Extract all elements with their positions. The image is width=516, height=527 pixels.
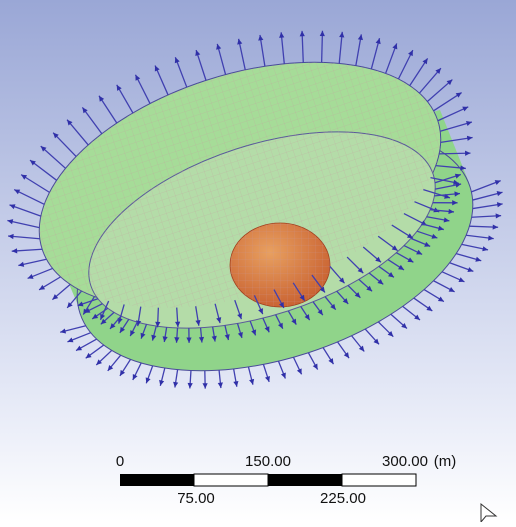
scale-label: 75.00 [177,490,215,507]
scale-label: 0 [116,453,124,470]
scale-segment [120,474,194,486]
scale-segment [194,474,268,486]
scale-label: 300.00 [382,453,428,470]
scale-unit: (m) [434,453,457,470]
scale-segment [342,474,416,486]
scale-label: 150.00 [245,453,291,470]
scale-segment [268,474,342,486]
scale-label: 225.00 [320,490,366,507]
dome-mesh [230,223,330,307]
